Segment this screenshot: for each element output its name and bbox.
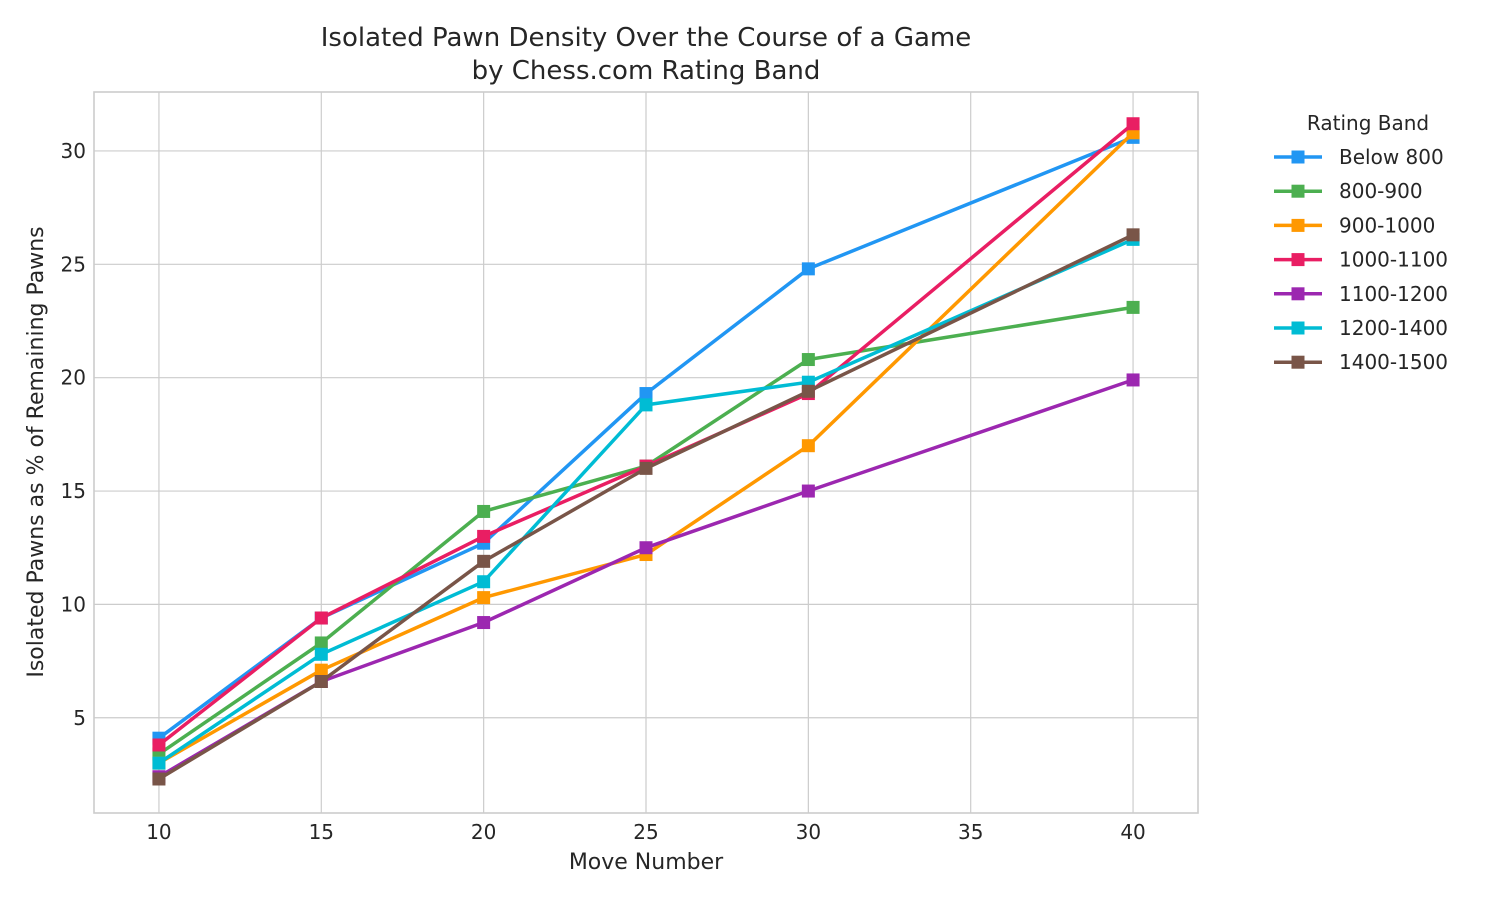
data-point — [314, 674, 328, 688]
x-axis-ticks: 10 15 20 25 30 35 40 — [146, 820, 1146, 844]
data-point — [314, 611, 328, 625]
legend-marker — [1291, 287, 1305, 301]
legend-label: 1400-1500 — [1339, 350, 1448, 374]
data-point — [801, 353, 815, 367]
data-point — [314, 636, 328, 650]
legend-label: Below 800 — [1339, 145, 1444, 169]
legend-item: 1400-1500 — [1274, 350, 1448, 374]
legend-marker — [1291, 150, 1305, 164]
x-tick-label: 40 — [1120, 820, 1145, 844]
legend-label: 1100-1200 — [1339, 282, 1448, 306]
legend-item: 1100-1200 — [1274, 282, 1448, 306]
data-point — [639, 461, 653, 475]
legend-label: 800-900 — [1339, 179, 1423, 203]
data-point — [152, 772, 166, 786]
data-point — [801, 484, 815, 498]
data-point — [152, 756, 166, 770]
legend-label: 1200-1400 — [1339, 316, 1448, 340]
data-point — [477, 504, 491, 518]
series-line — [157, 233, 1135, 781]
y-tick-label: 10 — [61, 592, 86, 616]
x-tick-label: 25 — [633, 820, 658, 844]
data-point — [1126, 300, 1140, 314]
y-tick-label: 15 — [61, 479, 86, 503]
x-tick-label: 20 — [471, 820, 496, 844]
legend-items: Below 800 800-900 900-1000 1000-1100 1100-12… — [1274, 145, 1448, 374]
y-axis-ticks: 5 10 15 20 25 30 — [61, 139, 86, 730]
legend-item: Below 800 — [1274, 145, 1444, 169]
y-tick-label: 5 — [73, 706, 86, 730]
data-point — [152, 738, 166, 752]
grid — [94, 92, 1198, 813]
legend-item: 900-1000 — [1274, 213, 1435, 237]
legend-item: 800-900 — [1274, 179, 1423, 203]
legend-item: 1000-1100 — [1274, 248, 1448, 272]
x-tick-label: 35 — [958, 820, 983, 844]
y-tick-label: 20 — [61, 366, 86, 390]
legend-item: 1200-1400 — [1274, 316, 1448, 340]
data-point — [477, 554, 491, 568]
x-tick-label: 30 — [796, 820, 821, 844]
data-point — [1126, 228, 1140, 242]
legend-marker — [1291, 184, 1305, 198]
data-point — [477, 529, 491, 543]
series-6 — [152, 228, 1140, 786]
series-line — [157, 237, 1135, 765]
data-point — [477, 591, 491, 605]
chart-subtitle: by Chess.com Rating Band — [472, 56, 821, 86]
legend-title: Rating Band — [1307, 111, 1429, 135]
legend-marker — [1291, 253, 1305, 267]
legend-label: 900-1000 — [1339, 213, 1435, 237]
series-group — [152, 117, 1140, 786]
data-point — [314, 647, 328, 661]
legend-marker — [1291, 218, 1305, 232]
legend-marker — [1291, 321, 1305, 335]
data-point — [639, 541, 653, 555]
data-point — [314, 663, 328, 677]
series-line — [157, 131, 1135, 765]
series-line — [157, 121, 1135, 747]
legend: Rating Band Below 800 800-900 900-1000 1000… — [1274, 111, 1448, 374]
data-point — [801, 439, 815, 453]
plot-frame — [93, 91, 1199, 814]
data-point — [801, 262, 815, 276]
y-axis-label: Isolated Pawns as % of Remaining Pawns — [24, 226, 49, 677]
data-point — [801, 384, 815, 398]
data-point — [639, 398, 653, 412]
x-tick-label: 15 — [309, 820, 334, 844]
data-point — [639, 387, 653, 401]
y-tick-label: 25 — [61, 252, 86, 276]
data-point — [1126, 117, 1140, 131]
data-point — [477, 575, 491, 589]
data-point — [1126, 373, 1140, 387]
chart-title: Isolated Pawn Density Over the Course of… — [321, 23, 972, 53]
legend-marker — [1291, 355, 1305, 369]
data-point — [477, 616, 491, 630]
legend-label: 1000-1100 — [1339, 248, 1448, 272]
x-tick-label: 10 — [146, 820, 171, 844]
x-axis-label: Move Number — [569, 850, 724, 875]
y-tick-label: 30 — [61, 139, 86, 163]
